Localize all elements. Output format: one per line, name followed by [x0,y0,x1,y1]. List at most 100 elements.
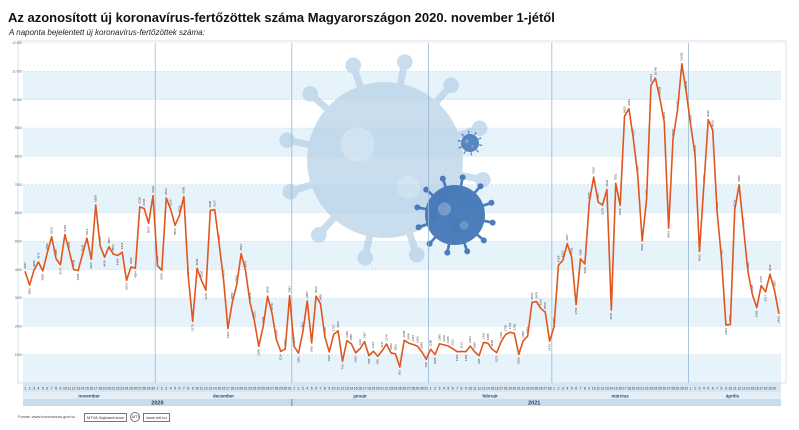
data-label: 6136 [169,199,173,206]
data-label: 2578 [609,313,613,320]
day-tick-label: 23 [252,387,256,391]
data-label: 1709 [503,325,507,332]
data-point [178,214,181,216]
data-point [482,341,485,344]
data-label: 1031 [393,344,397,351]
data-point [531,301,533,304]
data-point [377,355,379,357]
data-point [196,267,198,269]
day-tick-label: 17 [623,387,627,391]
data-point [368,355,370,357]
day-tick-label: 16 [222,387,226,391]
virus-spike-tip [444,249,451,256]
virus-spike-tip [480,144,483,147]
day-tick-label: 22 [248,387,252,391]
data-point [769,273,771,275]
data-point [333,333,335,336]
data-point [205,289,207,291]
virus-spot [437,202,452,216]
data-label: 6385 [587,192,591,199]
day-tick-label: 20 [512,387,516,391]
day-tick-label: 29 [279,387,283,391]
data-point [575,304,577,306]
data-point [588,201,590,203]
data-label: 1137 [380,341,384,348]
data-point [147,222,150,224]
virus-spike-tip [357,250,373,266]
day-tick-label: 14 [349,387,353,391]
grid-band [23,298,781,327]
day-tick-label: 31 [684,387,688,391]
data-point [231,301,233,303]
day-tick-label: 14 [746,387,750,391]
data-point [117,254,119,257]
data-label: 2500 [543,302,547,309]
data-point [593,176,595,178]
month-axis-band [23,392,781,399]
data-point [134,267,136,269]
data-point [518,353,520,356]
data-point [623,115,626,117]
day-tick-label: 12 [601,387,605,391]
data-label: 2631 [539,298,543,305]
day-tick-label: 2 [434,387,436,391]
data-label: 4202 [583,267,587,274]
day-tick-label: 13 [76,387,80,391]
day-tick-label: 6 [452,387,454,391]
data-point [319,303,322,305]
data-label: 1999 [261,316,265,323]
data-point [615,182,617,184]
data-label: 3287 [772,280,776,287]
data-point [509,331,511,333]
day-tick-label: 18 [504,387,508,391]
virus-spike-tip [415,224,422,231]
data-label: 4651 [67,241,71,248]
day-tick-label: 25 [261,387,265,391]
data-point [165,197,167,199]
virus-spike-tip [471,120,488,137]
day-tick-label: 14 [81,387,85,391]
day-tick-label: 9 [60,387,62,391]
data-label: 4006 [72,259,76,266]
data-label: 1750 [512,323,516,330]
day-tick-label: 7 [716,387,718,391]
virus-spike-tip [458,146,461,149]
data-point [408,342,410,344]
data-label: 766 [340,364,344,369]
data-point [33,269,35,271]
data-label: 6580 [182,187,186,194]
data-point [121,251,123,253]
day-tick-label: 3 [562,387,564,391]
data-point [183,195,185,198]
day-tick-label: 23 [526,387,530,391]
grid-band [23,354,781,383]
day-tick-label: 28 [548,387,552,391]
data-label: 11265 [680,52,684,60]
virus-spike-tip [477,183,484,190]
day-tick-label: 27 [667,387,671,391]
day-tick-label: 21 [640,387,644,391]
day-tick-label: 24 [654,387,658,391]
data-point [690,124,692,126]
data-point [526,335,529,337]
footer-logos: MTVA Sajtóarchívum MTI www.mti.hu [84,412,170,422]
data-label: 1009 [517,357,521,364]
day-tick-label: 15 [85,387,89,391]
data-point [385,343,388,345]
data-label: 4092 [129,257,133,264]
data-point [742,227,745,229]
data-label: 3081 [288,286,292,293]
data-point [42,270,44,272]
virus-spike-tip [463,152,466,154]
day-tick-label: 14 [213,387,217,391]
data-label: 3062 [265,286,269,293]
data-point [504,333,507,336]
data-point [513,332,515,335]
data-label: 1385 [437,334,441,341]
day-tick-label: 7 [456,387,458,391]
data-point [218,242,220,245]
virus-spike-tip [459,174,466,181]
data-point [676,110,679,112]
data-label: 2876 [534,292,538,299]
